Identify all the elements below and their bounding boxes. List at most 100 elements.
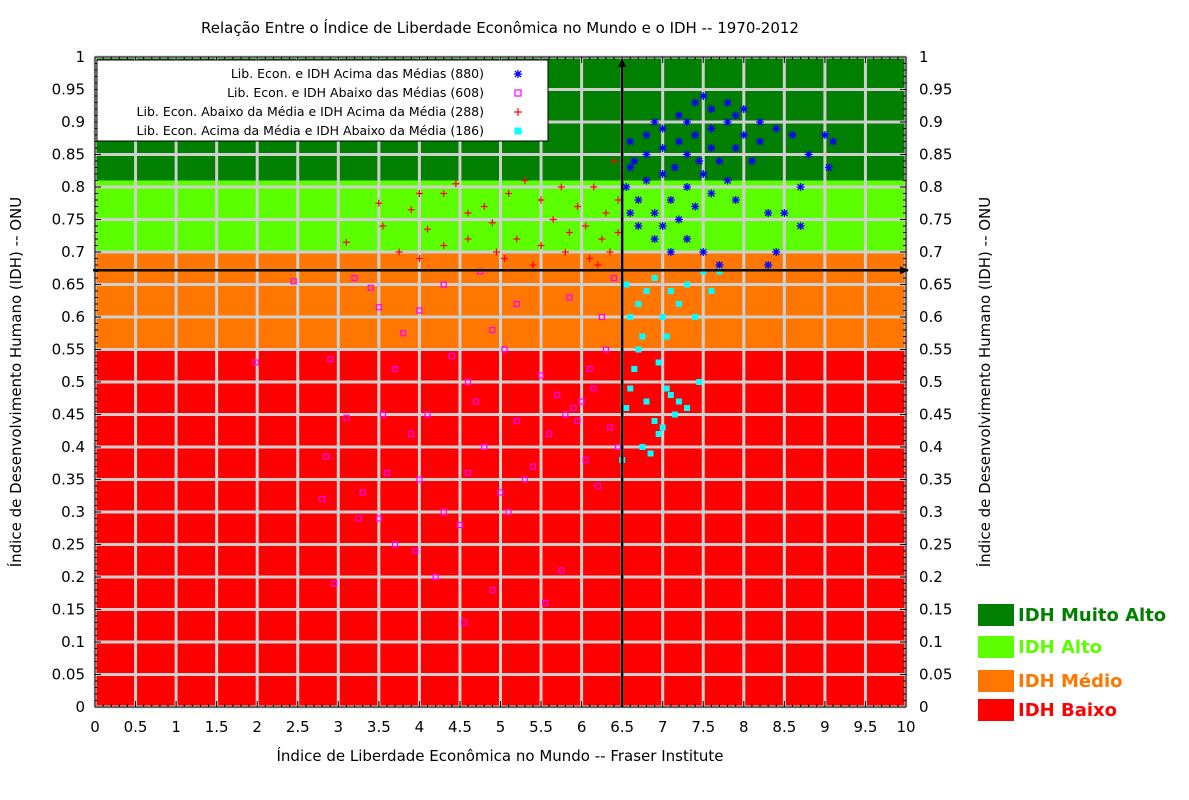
- data-point: [658, 124, 667, 133]
- data-point: [756, 118, 765, 126]
- data-point: [610, 157, 618, 165]
- y-tick-label-right: 0.55: [919, 341, 952, 359]
- data-point: [586, 255, 594, 262]
- y-tick-label-right: 0.75: [919, 211, 952, 229]
- data-point: [400, 330, 407, 337]
- data-point: [557, 183, 565, 191]
- data-point: [505, 190, 513, 197]
- data-point: [695, 157, 704, 165]
- data-point: [473, 398, 480, 405]
- data-point: [513, 300, 520, 308]
- data-point: [542, 599, 549, 607]
- data-point: [464, 378, 472, 386]
- data-point: [424, 225, 432, 233]
- data-point: [570, 404, 577, 412]
- data-point: [639, 333, 646, 340]
- data-point: [602, 346, 610, 353]
- data-point: [739, 131, 748, 139]
- data-point: [796, 222, 805, 230]
- data-point: [747, 157, 756, 165]
- data-point: [501, 255, 509, 262]
- y-tick-label-left: 0.05: [52, 666, 85, 684]
- data-point: [627, 385, 634, 392]
- data-point: [671, 411, 678, 418]
- data-point: [323, 453, 330, 460]
- data-point: [327, 356, 334, 363]
- data-point: [331, 580, 338, 587]
- data-point: [574, 417, 581, 425]
- y-tick-label-right: 0.3: [919, 503, 943, 521]
- data-point: [424, 411, 431, 418]
- y-tick-label-right: 0.9: [919, 113, 943, 131]
- data-point: [667, 392, 674, 398]
- data-point: [651, 275, 658, 281]
- y-tick-label-left: 0.3: [61, 503, 85, 521]
- data-point: [562, 411, 569, 418]
- y-tick-label-left: 0: [75, 698, 85, 716]
- data-point: [549, 216, 557, 223]
- data-point: [691, 202, 700, 211]
- data-point: [699, 170, 708, 178]
- y-tick-label-right: 1: [919, 48, 929, 66]
- data-point: [415, 190, 423, 197]
- data-point: [731, 196, 740, 204]
- data-point: [829, 137, 838, 146]
- data-point: [440, 281, 447, 288]
- data-point: [756, 137, 765, 146]
- data-point: [655, 431, 662, 437]
- band-legend-label: IDH Muito Alto: [1018, 604, 1167, 626]
- data-point: [501, 346, 508, 353]
- data-point: [614, 196, 622, 204]
- legend-entry-label: Lib. Econ. Abaixo da Média e IDH Acima d…: [137, 104, 484, 119]
- x-tick-label: 9: [820, 718, 830, 736]
- x-tick-label: 5.5: [529, 718, 553, 736]
- y-tick-label-right: 0.5: [919, 373, 943, 391]
- data-point: [643, 288, 650, 294]
- data-point: [252, 359, 259, 366]
- data-point: [683, 118, 692, 126]
- data-point: [578, 398, 585, 405]
- x-tick-label: 7.5: [691, 718, 715, 736]
- data-point: [412, 547, 419, 555]
- data-point: [537, 242, 545, 249]
- band-legend-label: IDH Baixo: [1018, 699, 1117, 721]
- data-point: [391, 541, 399, 548]
- band-legend-item: IDH Médio: [978, 670, 1123, 692]
- data-point: [634, 222, 643, 230]
- grid-lines: [93, 55, 908, 709]
- data-point: [456, 521, 464, 529]
- data-point: [480, 203, 488, 210]
- data-point: [558, 567, 565, 574]
- x-tick-label: 8: [739, 718, 749, 736]
- data-point: [489, 586, 496, 594]
- data-point: [674, 215, 683, 224]
- data-point: [723, 98, 732, 107]
- data-point: [582, 456, 589, 464]
- data-point: [650, 235, 659, 243]
- legend-marker: [514, 89, 522, 97]
- data-point: [651, 418, 658, 424]
- data-point: [716, 268, 723, 275]
- x-tick-label: 6: [577, 718, 587, 736]
- legend-marker: [514, 108, 522, 116]
- data-point: [683, 150, 692, 159]
- data-point: [598, 235, 606, 243]
- band-legend-swatch: [978, 604, 1014, 626]
- data-point: [554, 391, 561, 399]
- x-tick-label: 6.5: [610, 718, 634, 736]
- data-point: [707, 144, 716, 152]
- data-point: [432, 573, 439, 581]
- data-point: [659, 424, 666, 431]
- chart-title: Relação Entre o Índice de Liberdade Econ…: [201, 18, 799, 37]
- x-tick-label: 10: [896, 718, 915, 736]
- mean-lines: [93, 58, 909, 707]
- data-point: [626, 137, 635, 146]
- y-tick-label-left: 0.65: [52, 276, 85, 294]
- legend-marker: [514, 70, 522, 78]
- data-point: [666, 248, 675, 256]
- data-point: [537, 372, 545, 379]
- x-tick-label: 2.5: [286, 718, 310, 736]
- data-point: [627, 314, 634, 320]
- data-point: [699, 92, 708, 100]
- data-point: [342, 238, 350, 246]
